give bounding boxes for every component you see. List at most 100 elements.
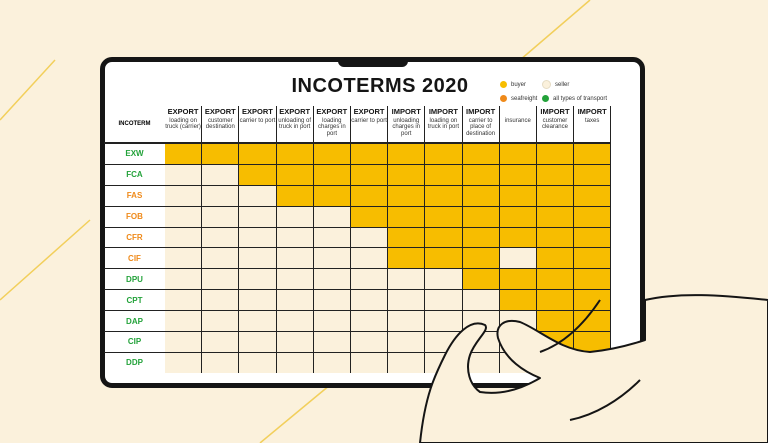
cell (202, 184, 240, 206)
cell (165, 289, 203, 311)
incoterm: CIP (104, 331, 165, 352)
legend-item: seafreight (500, 95, 542, 102)
cell (536, 163, 575, 185)
cell (425, 205, 463, 227)
column-label: taxes (584, 117, 600, 124)
cell (425, 143, 463, 164)
cell (202, 226, 240, 248)
cell (536, 289, 575, 311)
column-group: EXPORT (353, 107, 385, 116)
cell (388, 143, 426, 164)
cell (276, 226, 314, 248)
cell (202, 163, 240, 185)
cell (202, 310, 240, 332)
column-header: EXPORT carrier to port (239, 106, 277, 143)
cell (536, 247, 575, 269)
column-header: EXPORT loading on truck (carrier) (165, 106, 203, 143)
cell (350, 331, 389, 352)
cell (574, 184, 612, 206)
cell (574, 268, 612, 290)
cell (574, 331, 612, 352)
cell (239, 184, 277, 206)
cell (202, 331, 240, 352)
cell (388, 247, 426, 269)
cell (239, 247, 277, 269)
cell (165, 163, 203, 185)
legend-swatch (500, 81, 507, 88)
cell (425, 163, 463, 185)
incoterm: FAS (104, 184, 165, 206)
cell (499, 163, 537, 185)
column-label: unloading charges in port (392, 117, 421, 137)
cell (313, 289, 351, 311)
cell (313, 331, 351, 352)
incoterm: CIF (104, 247, 165, 268)
cell (165, 247, 203, 269)
column-header: insurance (499, 106, 537, 143)
legend-label: buyer (511, 81, 527, 88)
cell (388, 331, 426, 352)
cell (165, 268, 203, 290)
cell (574, 143, 612, 164)
cell (239, 163, 277, 185)
cell (536, 310, 575, 332)
legend-swatch (542, 95, 549, 102)
cell (276, 331, 314, 352)
legend: buyer seller seafreight all types of transp… (500, 80, 625, 102)
column-label: customer destination (205, 117, 235, 131)
column-label: insurance (504, 117, 531, 124)
legend-label: seller (555, 81, 570, 88)
cell (202, 247, 240, 269)
incoterm: DAP (104, 310, 165, 331)
cell (350, 226, 389, 248)
column-header: IMPORT loading on truck in port (425, 106, 463, 143)
legend-swatch (500, 95, 507, 102)
table: INCOTERM EXPORT loading on truck (carrier)… (104, 106, 612, 373)
cell (462, 247, 500, 269)
column-group: EXPORT (242, 107, 273, 116)
notch (338, 57, 408, 67)
cell (462, 351, 500, 373)
cell (202, 351, 240, 373)
incoterm: FOB (104, 205, 165, 227)
cell (499, 143, 537, 164)
incoterm: CFR (104, 226, 165, 248)
cell (462, 163, 500, 185)
cell (574, 205, 612, 227)
cell (276, 247, 314, 269)
legend-label: seafreight (511, 95, 538, 102)
cell (313, 226, 351, 248)
cell (499, 226, 537, 248)
column-label: loading charges in port (318, 117, 346, 137)
incoterm: EXW (104, 143, 165, 164)
cell (574, 226, 612, 248)
cell (276, 289, 314, 311)
cell (388, 205, 426, 227)
column-label: unloading of truck in port (278, 117, 311, 131)
column-header: EXPORT unloading of truck in port (276, 106, 314, 143)
cell (313, 310, 351, 332)
cell (165, 143, 203, 164)
cell (388, 289, 426, 311)
column-label: loading on truck (carrier) (165, 117, 201, 131)
cell (239, 226, 277, 248)
column-group: IMPORT (577, 107, 607, 116)
cell (388, 163, 426, 185)
cell (202, 205, 240, 227)
column-group: EXPORT (316, 107, 348, 116)
column-header: IMPORT taxes (574, 106, 612, 143)
legend-label: all types of transport (553, 95, 608, 102)
cell (350, 205, 389, 227)
incoterm: DDP (104, 351, 165, 373)
incoterm: DPU (104, 268, 165, 289)
column-header: IMPORT customer clearance (536, 106, 575, 143)
cell (425, 268, 463, 290)
cell (239, 310, 277, 332)
cell (350, 268, 389, 290)
cell (499, 289, 537, 311)
cell (165, 184, 203, 206)
column-label: customer clearance (541, 117, 568, 131)
column-group: IMPORT (466, 107, 496, 116)
cell (165, 331, 203, 352)
